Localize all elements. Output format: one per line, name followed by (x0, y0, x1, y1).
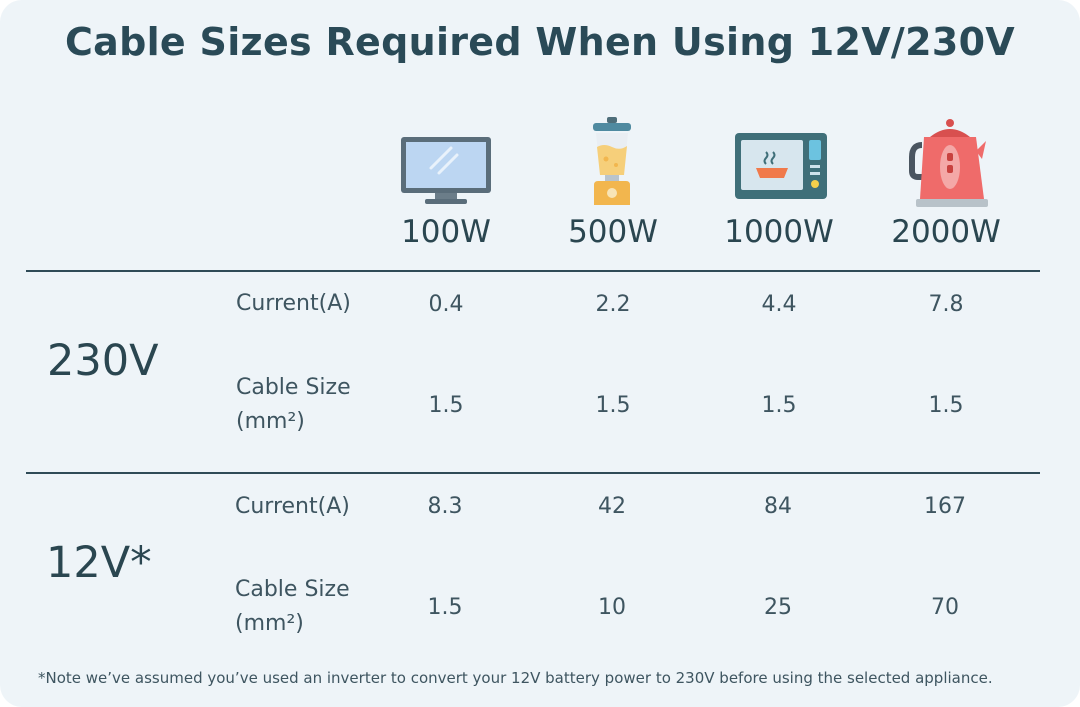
cable-size-label-line2: (mm²) (236, 409, 305, 434)
wattage-100w: 100W (401, 214, 491, 250)
monitor-icon (399, 135, 493, 207)
table-cell: 1.5 (595, 393, 631, 418)
wattage-1000w: 1000W (724, 214, 834, 250)
table-cell: 8.3 (427, 494, 463, 519)
table-cell: 42 (598, 494, 626, 519)
table-cell: 70 (931, 595, 959, 620)
blender-icon (588, 115, 636, 210)
table-cell: 2.2 (595, 292, 631, 317)
header-divider (26, 270, 1040, 272)
microwave-icon (734, 132, 828, 200)
table-cell: 1.5 (761, 393, 797, 418)
wattage-500w: 500W (568, 214, 658, 250)
current-row-label: Current(A) (236, 291, 351, 316)
voltage-12v-label: 12V* (46, 538, 152, 588)
section-divider (26, 472, 1040, 474)
table-cell: 1.5 (428, 393, 464, 418)
cable-size-label-line2: (mm²) (235, 611, 304, 636)
current-row-label: Current(A) (235, 494, 350, 519)
table-cell: 84 (764, 494, 792, 519)
cable-size-row-label: Cable Size (mm²) (235, 573, 395, 641)
table-cell: 0.4 (428, 292, 464, 317)
table-cell: 7.8 (928, 292, 964, 317)
table-cell: 4.4 (761, 292, 797, 317)
table-cell: 1.5 (928, 393, 964, 418)
cable-size-row-label: Cable Size (mm²) (236, 371, 396, 439)
table-cell: 25 (764, 595, 792, 620)
cable-size-label-line1: Cable Size (236, 375, 351, 400)
wattage-2000w: 2000W (891, 214, 1001, 250)
kettle-icon (906, 115, 988, 210)
page-title: Cable Sizes Required When Using 12V/230V (64, 20, 1016, 64)
voltage-230v-label: 230V (47, 336, 159, 386)
table-cell: 1.5 (427, 595, 463, 620)
cable-size-label-line1: Cable Size (235, 577, 350, 602)
footnote: *Note we’ve assumed you’ve used an inver… (38, 669, 993, 687)
table-cell: 10 (598, 595, 626, 620)
table-cell: 167 (924, 494, 966, 519)
